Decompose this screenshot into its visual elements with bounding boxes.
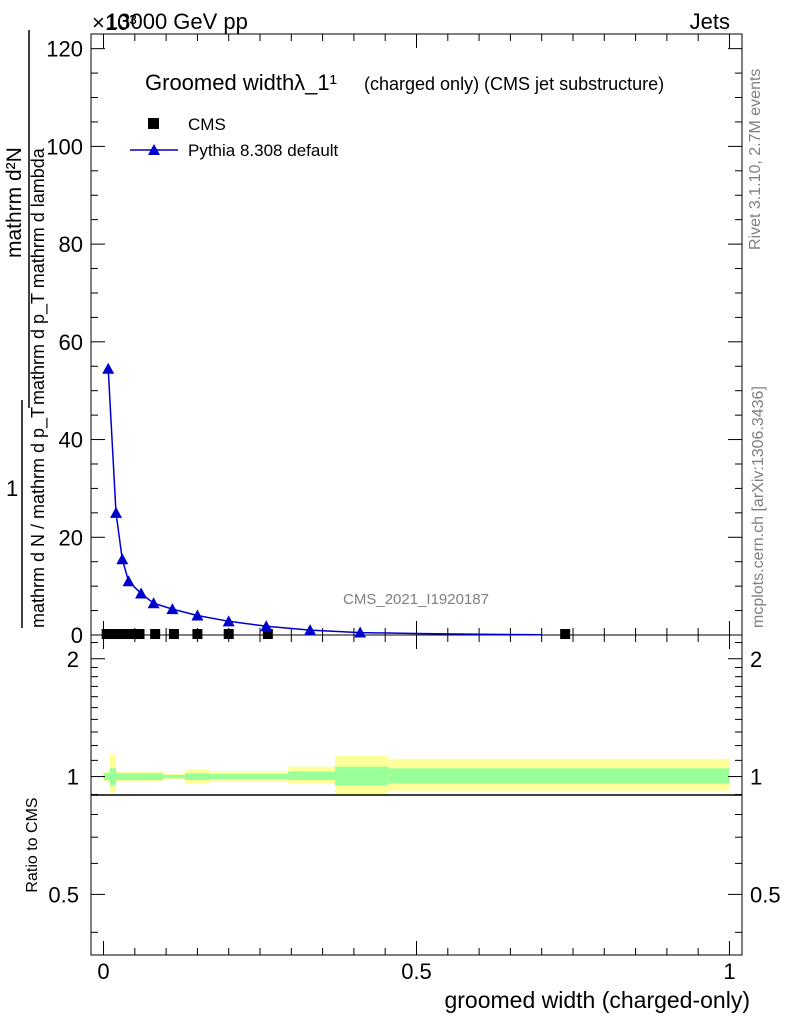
- ratio-y-tick-label: 0.5: [48, 882, 79, 907]
- pythia-data-point: [191, 609, 204, 621]
- cms-data-point: [126, 629, 137, 640]
- pythia-data-point: [260, 620, 273, 632]
- cms-data-point: [134, 629, 145, 640]
- pythia-data-point: [354, 626, 367, 638]
- pythia-data-point: [110, 506, 123, 518]
- pythia-data-point: [166, 603, 179, 615]
- ratio-x-tick-label: 0.5: [401, 959, 432, 984]
- upper-ylabel-denominator: mathrm d N / mathrm d p_T: [28, 407, 49, 628]
- exponent-label: ×10³: [92, 10, 137, 35]
- upper-ylabel-one: 1: [6, 476, 18, 501]
- legend: CMS Pythia 8.308 default: [130, 115, 339, 160]
- upper-ylabel-numerator-denominator: mathrm d p_T mathrm d lambda: [28, 147, 49, 405]
- energy-label: 13000 GeV pp: [106, 9, 248, 34]
- cms-data-point: [192, 629, 203, 640]
- ratio-y-tick-label: 1: [67, 765, 79, 790]
- pythia-data-point: [122, 575, 135, 587]
- chart-title-note: (charged only) (CMS jet substructure): [364, 74, 664, 94]
- cms-data-point: [168, 629, 179, 640]
- pythia-data-point: [102, 362, 115, 374]
- process-label: Jets: [690, 9, 730, 34]
- cms-data-point: [262, 629, 273, 640]
- cms-data-point: [120, 629, 131, 640]
- pythia-data-point: [135, 587, 148, 599]
- mcplots-label: mcplots.cern.ch [arXiv:1306.3436]: [750, 386, 767, 628]
- legend-mc-label: Pythia 8.308 default: [188, 141, 339, 160]
- upper-y-tick-label: 20: [59, 525, 83, 550]
- pythia-data-point: [222, 615, 235, 627]
- upper-ylabel-numerator: mathrm d²N: [3, 147, 26, 258]
- ratio-axis-ticks: 0.5 0.5 1 1 2 2 0 0.5 1: [48, 635, 781, 984]
- legend-cms-marker: [148, 118, 159, 129]
- upper-y-tick-label: 60: [59, 330, 83, 355]
- ratio-inner-band: [335, 766, 389, 786]
- upper-y-tick-label: 120: [46, 37, 83, 62]
- pythia-data-point: [116, 553, 129, 565]
- legend-mc-marker: [148, 144, 160, 155]
- ratio-inner-band: [116, 773, 135, 780]
- ratio-inner-band: [288, 771, 336, 780]
- rivet-label: Rivet 3.1.10, 2.7M events: [747, 69, 764, 250]
- upper-y-tick-label: 40: [59, 428, 83, 453]
- ratio-x-tick-label: 0: [97, 959, 109, 984]
- ratio-y-tick-label: 2: [67, 647, 79, 672]
- x-axis-label: groomed width (charged-only): [444, 987, 750, 1013]
- ratio-inner-band: [109, 768, 117, 786]
- ratio-ylabel: Ratio to CMS: [24, 797, 41, 892]
- cms-data-point: [101, 629, 112, 640]
- series-layer: [101, 362, 571, 640]
- upper-y-tick-label: 80: [59, 232, 83, 257]
- upper-y-tick-label: 0: [71, 623, 83, 648]
- ratio-y-tick-label-right: 1: [750, 765, 762, 790]
- upper-ylabel: mathrm d²N mathrm d p_T mathrm d lambda …: [3, 30, 49, 628]
- ratio-y-tick-label-right: 0.5: [750, 882, 781, 907]
- ratio-inner-band: [388, 768, 730, 784]
- upper-y-tick-label: 100: [46, 134, 83, 159]
- ratio-inner-band: [134, 773, 163, 780]
- pythia-data-point: [147, 597, 160, 609]
- cms-data-point: [560, 629, 571, 640]
- analysis-label: CMS_2021_I1920187: [343, 591, 489, 608]
- ratio-bands: [103, 754, 730, 795]
- cms-data-point: [223, 629, 234, 640]
- ratio-inner-band: [162, 774, 185, 779]
- ratio-y-tick-label-right: 2: [750, 647, 762, 672]
- ratio-x-tick-label: 1: [723, 959, 735, 984]
- upper-axis-ticks: 0 20 40 60 80 100 120: [46, 34, 742, 648]
- cms-data-point: [114, 629, 125, 640]
- ratio-inner-band: [209, 774, 248, 780]
- ratio-inner-band: [184, 773, 210, 780]
- ratio-inner-band: [247, 774, 289, 780]
- cms-data-point: [150, 629, 161, 640]
- legend-cms-label: CMS: [188, 115, 226, 134]
- cms-data-point: [107, 629, 118, 640]
- ratio-inner-band: [103, 773, 110, 780]
- chart-title: Groomed widthλ_1¹: [145, 70, 337, 95]
- pythia-data-point: [304, 624, 317, 636]
